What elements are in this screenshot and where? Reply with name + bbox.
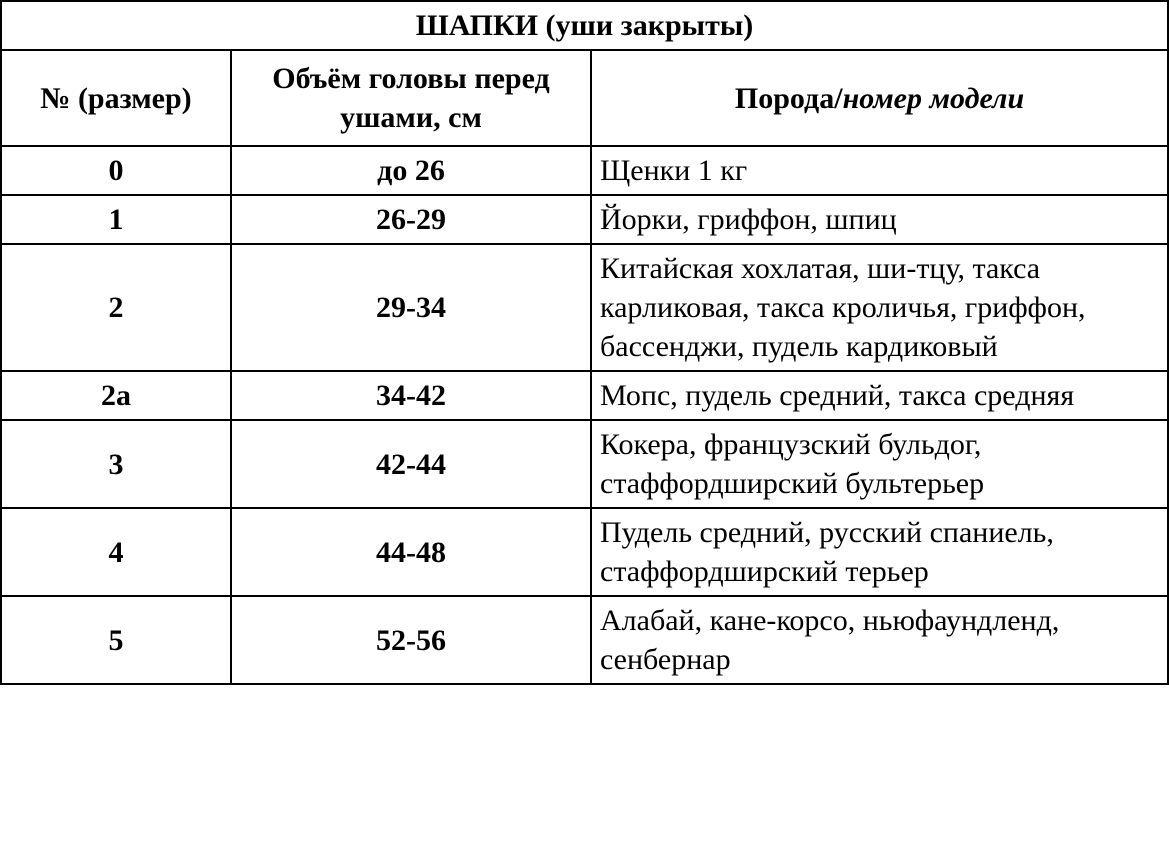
cell-breed: Пудель средний, русский спаниель, стаффо… [591,508,1168,596]
table-header-row: № (размер) Объём головы перед ушами, см … [1,50,1168,146]
cell-head: 44-48 [231,508,591,596]
cell-size: 2а [1,371,231,420]
cell-head: 29-34 [231,244,591,371]
cell-size: 0 [1,146,231,195]
cell-breed: Кокера, французский бульдог, стаффордшир… [591,420,1168,508]
col-header-head: Объём головы перед ушами, см [231,50,591,146]
cell-breed: Китайская хохлатая, ши-тцу, такса карлик… [591,244,1168,371]
table-row: 3 42-44 Кокера, французский бульдог, ста… [1,420,1168,508]
col-header-breed-sep: / [834,82,842,115]
cell-size: 5 [1,596,231,684]
cell-breed: Алабай, кане-корсо, ньюфаундленд, сенбер… [591,596,1168,684]
cell-head: 42-44 [231,420,591,508]
cell-size: 1 [1,195,231,244]
table-row: 2 29-34 Китайская хохлатая, ши-тцу, такс… [1,244,1168,371]
cell-size: 3 [1,420,231,508]
cell-head: 34-42 [231,371,591,420]
col-header-breed: Порода/номер модели [591,50,1168,146]
cell-size: 2 [1,244,231,371]
table-row: 0 до 26 Щенки 1 кг [1,146,1168,195]
cell-breed: Йорки, гриффон, шпиц [591,195,1168,244]
col-header-breed-bold: Порода [735,82,834,115]
table-row: 5 52-56 Алабай, кане-корсо, ньюфаундленд… [1,596,1168,684]
col-header-breed-italic: номер модели [843,82,1025,115]
cell-head: 52-56 [231,596,591,684]
table-row: 1 26-29 Йорки, гриффон, шпиц [1,195,1168,244]
cell-head: до 26 [231,146,591,195]
cell-breed: Мопс, пудель средний, такса средняя [591,371,1168,420]
table-row: 2а 34-42 Мопс, пудель средний, такса сре… [1,371,1168,420]
table-title: ШАПКИ (уши закрыты) [1,1,1168,50]
size-table: ШАПКИ (уши закрыты) № (размер) Объём гол… [0,0,1169,685]
cell-size: 4 [1,508,231,596]
cell-head: 26-29 [231,195,591,244]
col-header-size: № (размер) [1,50,231,146]
table-title-row: ШАПКИ (уши закрыты) [1,1,1168,50]
cell-breed: Щенки 1 кг [591,146,1168,195]
table-row: 4 44-48 Пудель средний, русский спаниель… [1,508,1168,596]
